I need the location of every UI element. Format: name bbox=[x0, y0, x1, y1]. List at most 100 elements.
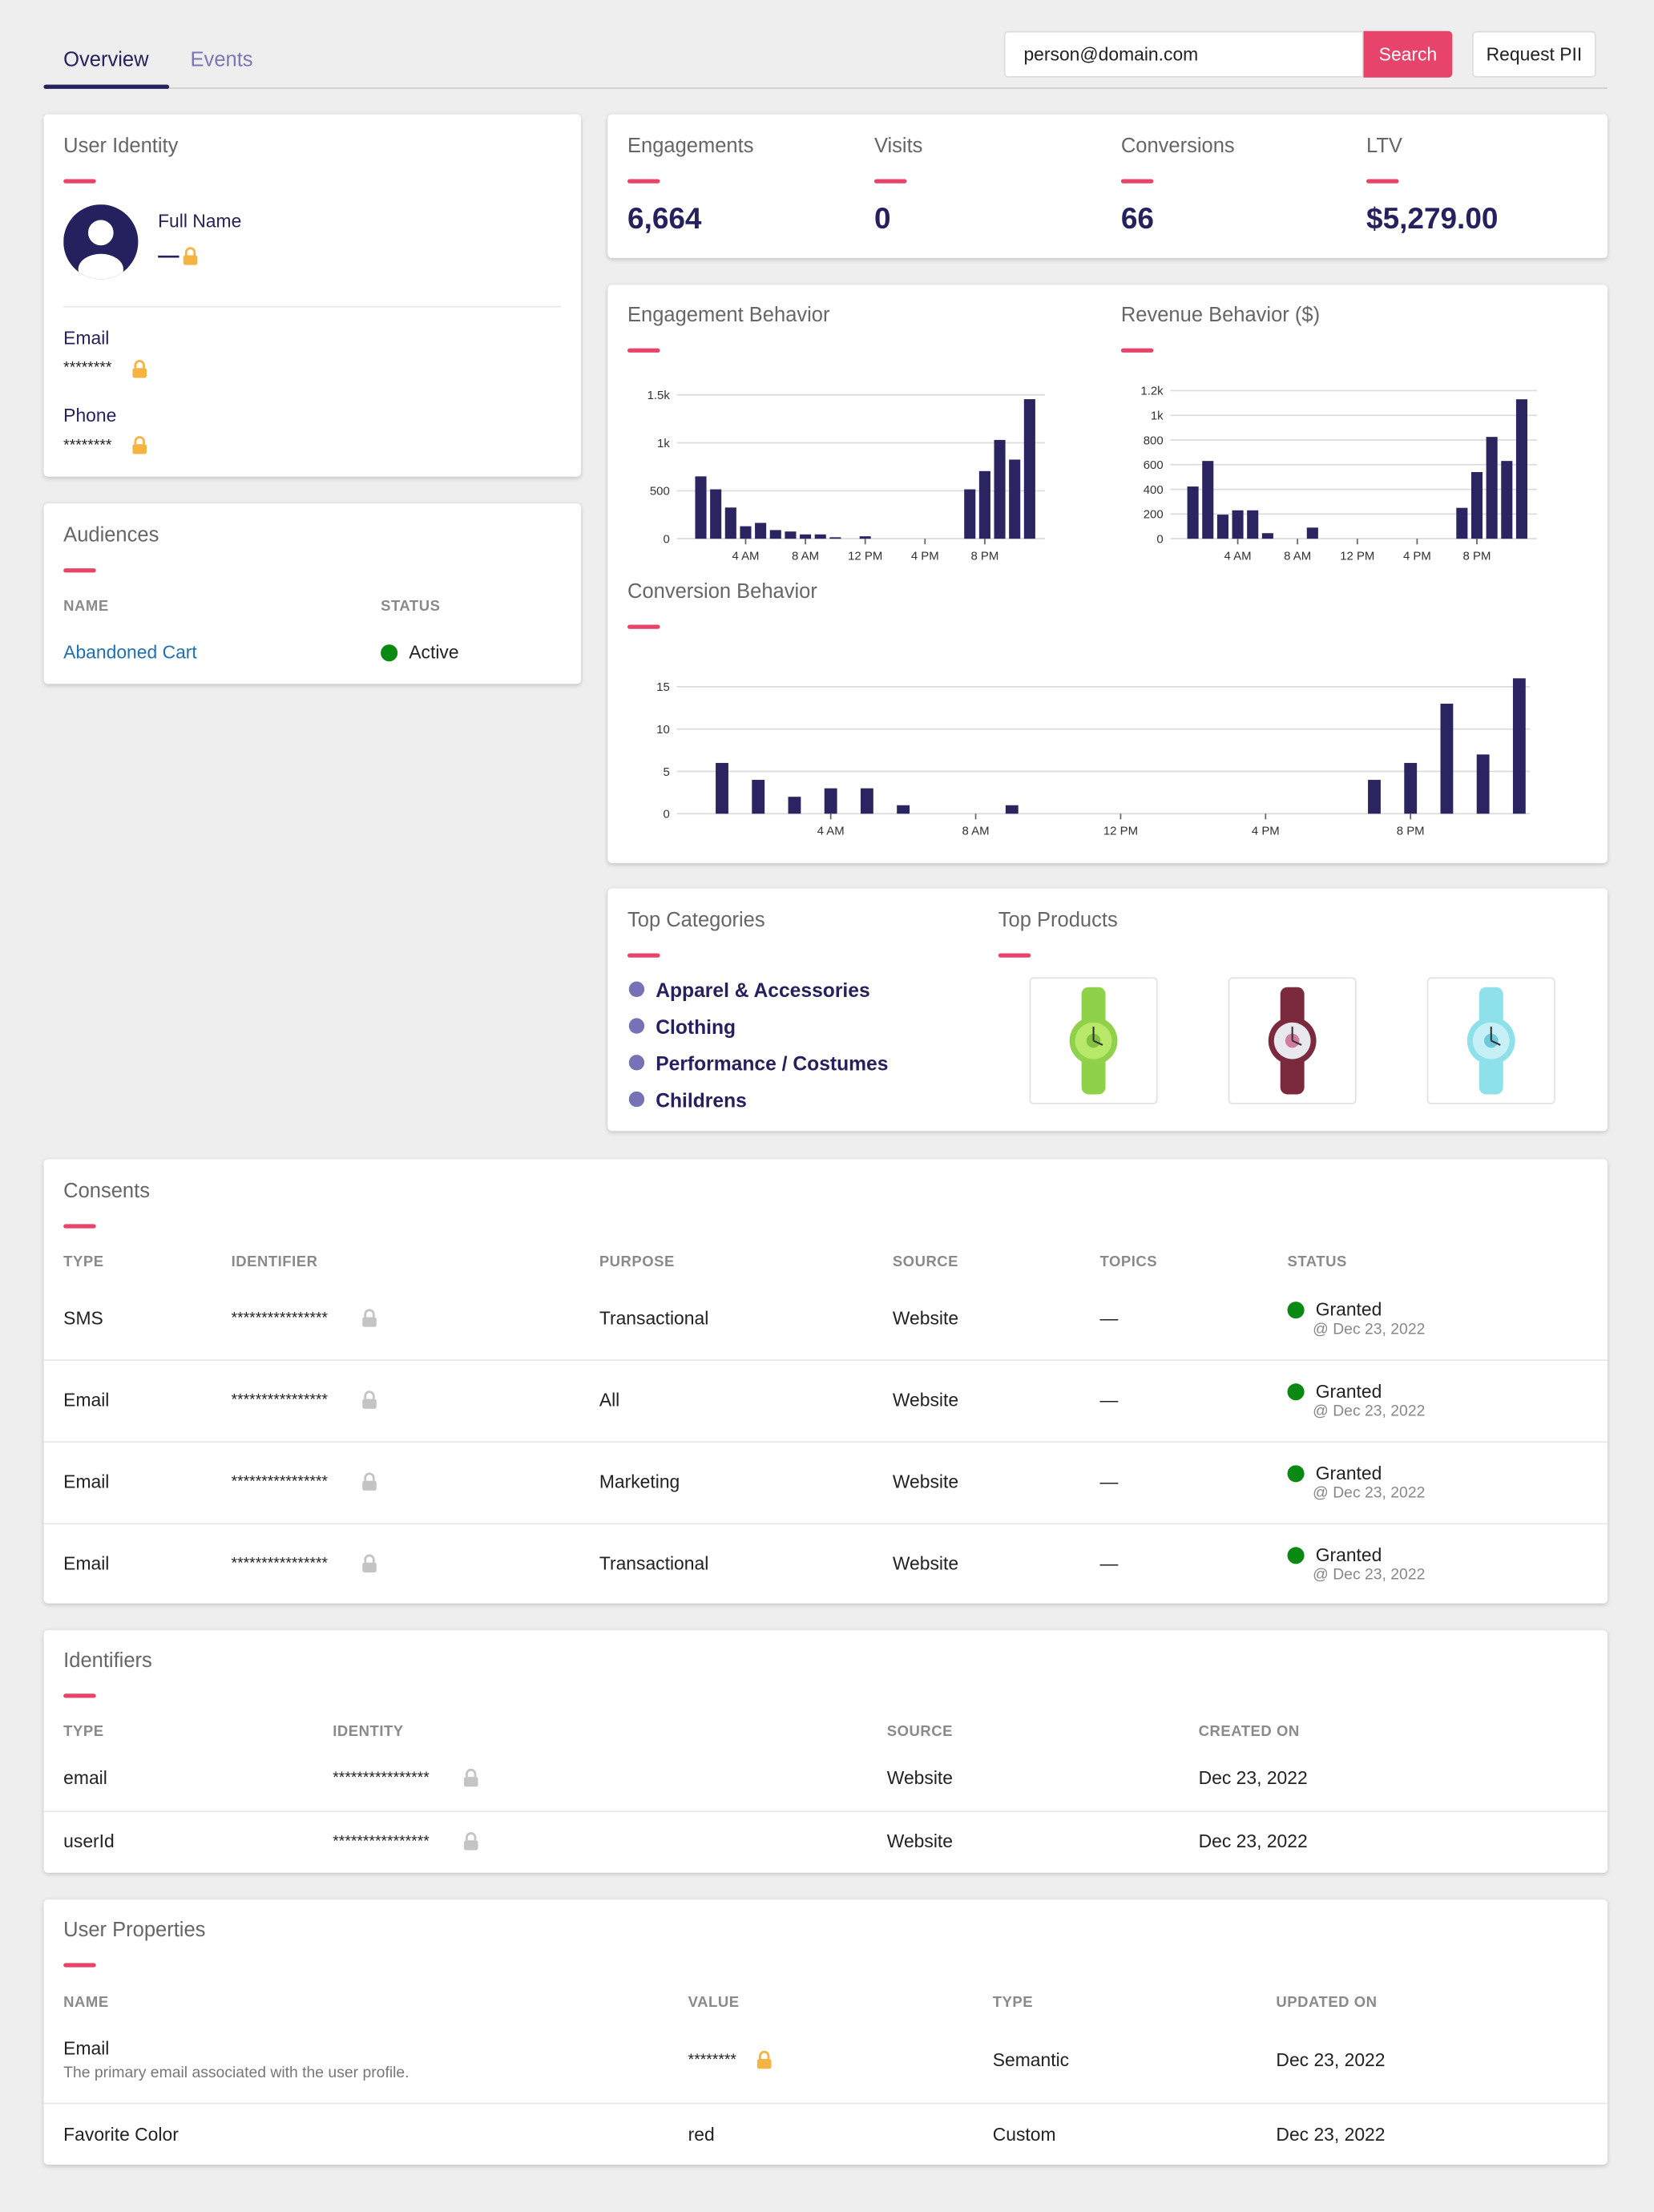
card-title: Top Products bbox=[998, 909, 1118, 933]
status-dot bbox=[1287, 1302, 1305, 1319]
lock-shackle bbox=[364, 1472, 375, 1481]
field-value: — bbox=[158, 244, 180, 268]
category-name: Childrens bbox=[656, 1088, 747, 1111]
search-button[interactable]: Search bbox=[1363, 30, 1453, 78]
lock-svg bbox=[463, 1832, 478, 1851]
field-label: Phone bbox=[63, 405, 117, 426]
lock-shackle bbox=[466, 1832, 477, 1841]
column-header: SOURCE bbox=[886, 1723, 954, 1741]
stat-value: $5,279.00 bbox=[1366, 203, 1499, 236]
category-name: Performance / Costumes bbox=[656, 1051, 889, 1074]
avatar bbox=[63, 204, 139, 280]
search-value: person@domain.com bbox=[1023, 42, 1199, 65]
watch bbox=[1268, 987, 1317, 1095]
table-cell: Email bbox=[63, 1552, 110, 1574]
audience-link[interactable]: Abandoned Cart bbox=[63, 641, 197, 664]
table-cell: Dec 23, 2022 bbox=[1276, 2049, 1386, 2071]
accent-bar bbox=[873, 178, 907, 183]
table-cell: **************** bbox=[333, 1770, 430, 1787]
table-cell: Granted bbox=[1315, 1380, 1382, 1403]
lock-shackle bbox=[184, 247, 196, 256]
table-cell: Active bbox=[409, 641, 459, 664]
product-image[interactable] bbox=[1426, 977, 1555, 1104]
avatar-head bbox=[87, 220, 114, 246]
lock-svg bbox=[183, 247, 198, 265]
column-header: TYPE bbox=[63, 1253, 104, 1271]
lock-svg bbox=[132, 436, 147, 454]
accent-bar bbox=[63, 567, 96, 572]
avatar-body bbox=[78, 253, 123, 280]
table-cell: Website bbox=[892, 1471, 959, 1492]
table-cell: Email bbox=[63, 2037, 110, 2060]
table-cell: Website bbox=[892, 1552, 959, 1574]
lock-shackle bbox=[364, 1391, 375, 1399]
accent-bar bbox=[627, 624, 660, 628]
product-image[interactable] bbox=[1228, 977, 1357, 1104]
watch bbox=[1466, 987, 1515, 1095]
lock-body bbox=[132, 368, 147, 378]
tab-indicator bbox=[43, 84, 170, 89]
table-cell: Website bbox=[886, 1830, 954, 1852]
column-header: STATUS bbox=[381, 598, 441, 616]
lock-icon bbox=[462, 1832, 479, 1851]
status-dot bbox=[1287, 1383, 1305, 1401]
lock-svg bbox=[362, 1554, 377, 1572]
table-cell: **************** bbox=[231, 1391, 329, 1409]
card-title: Visits bbox=[873, 135, 923, 159]
card-title: Top Categories bbox=[627, 909, 765, 933]
table-cell: All bbox=[599, 1389, 620, 1411]
lock-icon bbox=[361, 1472, 377, 1491]
lock-shackle bbox=[134, 360, 145, 369]
category-bullet bbox=[627, 1055, 644, 1071]
category-bullet bbox=[627, 981, 644, 998]
table-cell: Favorite Color bbox=[63, 2123, 179, 2145]
divider bbox=[43, 2102, 1608, 2105]
divider bbox=[43, 1359, 1608, 1362]
lock-svg bbox=[132, 360, 147, 378]
table-cell: Semantic bbox=[992, 2049, 1070, 2071]
table-cell: — bbox=[1099, 1552, 1119, 1574]
table-cell: Granted bbox=[1315, 1462, 1382, 1484]
table-cell: **************** bbox=[333, 1833, 430, 1851]
lock-shackle bbox=[134, 436, 145, 445]
table-cell: **************** bbox=[231, 1310, 329, 1327]
category-name: Apparel & Accessories bbox=[656, 978, 870, 1001]
card-title: User Properties bbox=[63, 1919, 206, 1942]
accent-bar bbox=[998, 952, 1031, 957]
audiences-card bbox=[43, 503, 581, 684]
consent-date: @ Dec 23, 2022 bbox=[1313, 1484, 1426, 1502]
identity-card bbox=[43, 114, 581, 477]
column-header: SOURCE bbox=[892, 1253, 959, 1271]
column-header: NAME bbox=[63, 1994, 109, 2012]
card-title: LTV bbox=[1366, 135, 1402, 159]
accent-bar bbox=[1120, 347, 1154, 353]
field-value: ******** bbox=[63, 359, 112, 377]
lock-icon bbox=[462, 1768, 479, 1787]
table-cell: Website bbox=[892, 1389, 959, 1411]
accent-bar bbox=[1120, 178, 1154, 183]
lock-body bbox=[183, 255, 198, 265]
card-title: Engagement Behavior bbox=[627, 305, 830, 328]
request-pii-button[interactable]: Request PII bbox=[1472, 30, 1596, 78]
accent-bar bbox=[627, 178, 660, 183]
status-dot bbox=[381, 644, 398, 662]
status-dot bbox=[1287, 1465, 1305, 1483]
tab-overview: Overview bbox=[63, 49, 149, 72]
table-cell: Dec 23, 2022 bbox=[1198, 1766, 1308, 1789]
table-cell: Marketing bbox=[599, 1471, 680, 1492]
card-title: Conversion Behavior bbox=[627, 580, 817, 604]
lock-icon bbox=[361, 1554, 377, 1572]
lock-svg bbox=[756, 2050, 772, 2069]
column-header: VALUE bbox=[688, 1994, 740, 2012]
lock-body bbox=[362, 1317, 377, 1327]
column-header: UPDATED ON bbox=[1276, 1994, 1378, 2012]
search-input[interactable] bbox=[1003, 30, 1364, 78]
table-cell: Transactional bbox=[599, 1552, 709, 1574]
table-cell: Granted bbox=[1315, 1544, 1382, 1566]
column-header: NAME bbox=[63, 598, 109, 616]
product-image[interactable] bbox=[1029, 977, 1158, 1104]
properties-card bbox=[43, 1899, 1608, 2165]
tab-events[interactable]: Events bbox=[190, 49, 253, 72]
category-bullet bbox=[627, 1091, 644, 1108]
